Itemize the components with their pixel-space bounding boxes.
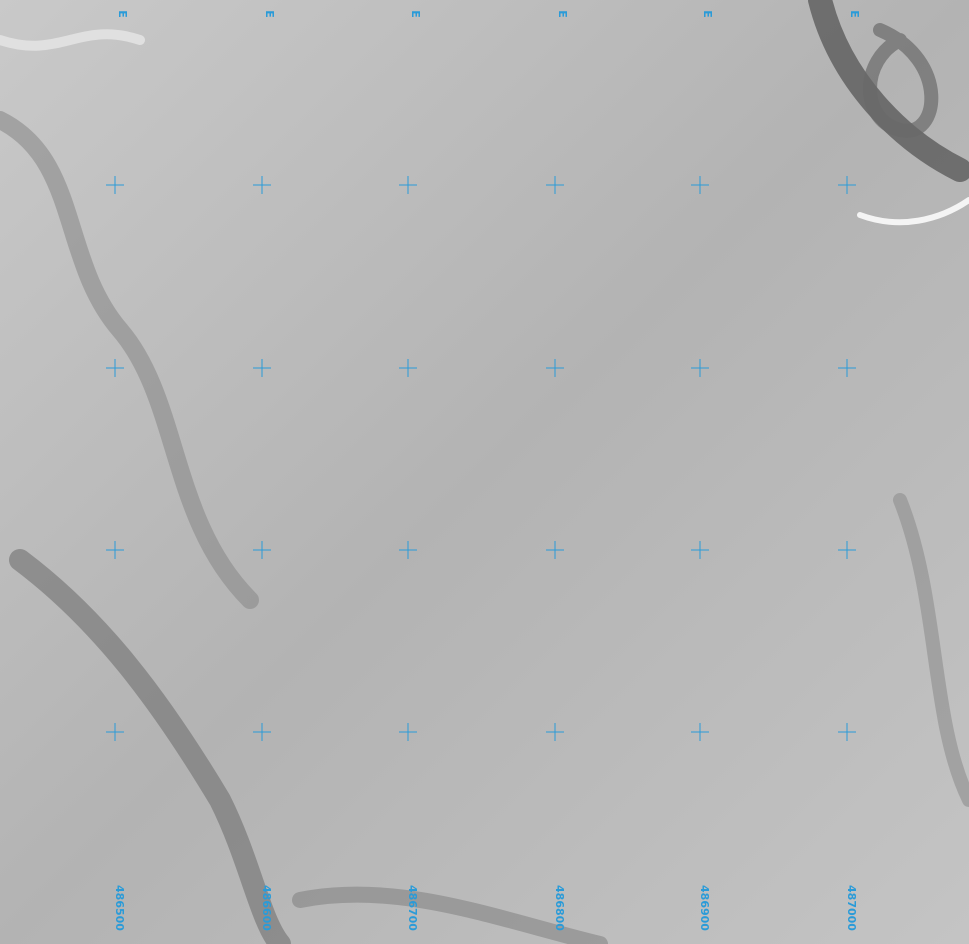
- easting-label: 486500: [113, 885, 126, 931]
- easting-label: 487000: [845, 885, 858, 931]
- top-label: E: [116, 10, 129, 18]
- top-label: E: [409, 10, 422, 18]
- easting-label: 486700: [406, 885, 419, 931]
- top-label: E: [556, 10, 569, 18]
- top-label: E: [701, 10, 714, 18]
- top-label: E: [263, 10, 276, 18]
- easting-label: 486800: [553, 885, 566, 931]
- easting-label: 486600: [260, 885, 273, 931]
- top-label: E: [848, 10, 861, 18]
- easting-label: 486900: [698, 885, 711, 931]
- grid-crosses: [106, 176, 856, 741]
